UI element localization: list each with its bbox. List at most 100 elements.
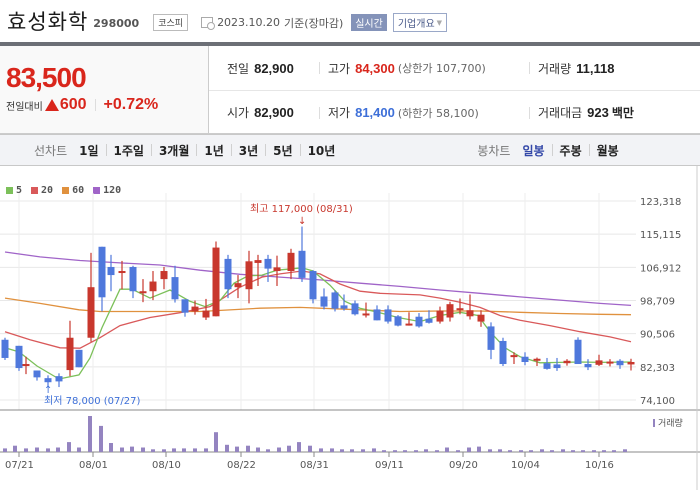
tab-3years[interactable]: 3년 — [238, 143, 259, 158]
volume-bar — [35, 447, 39, 452]
volume-bar — [319, 448, 323, 452]
candle-body — [273, 267, 281, 272]
volume-bar — [77, 447, 81, 452]
candle-body — [129, 266, 137, 292]
change-label: 전일대비 — [6, 101, 43, 113]
volume-bar — [182, 448, 186, 452]
separator — [94, 99, 96, 111]
separator — [196, 144, 198, 156]
candle-body — [171, 277, 179, 300]
volume-bar — [46, 448, 50, 452]
volume-cell: 거래량 11,118 — [529, 61, 614, 76]
price-box: 83,500 전일대비 600 +0.72% — [0, 46, 209, 133]
ma60-line — [4, 297, 632, 316]
volume-bar — [403, 450, 407, 452]
separator — [588, 144, 590, 156]
quote-date: 2023.10.20 — [217, 16, 281, 29]
volume-bar — [592, 450, 596, 452]
separator — [230, 144, 232, 156]
y-tick-label: 98,709 — [640, 297, 675, 308]
volume-bar — [151, 449, 155, 452]
tab-monthly[interactable]: 월봉 — [596, 143, 619, 158]
candle-body — [436, 310, 444, 322]
legend-ma20: 20 — [31, 185, 53, 196]
candle-body — [287, 252, 295, 272]
x-tick-label: 08/22 — [227, 460, 256, 471]
candle-body — [254, 260, 262, 263]
company-overview-dropdown[interactable]: 기업개요 ▼ — [392, 13, 448, 32]
volume-bar — [361, 449, 365, 452]
candle-body — [191, 306, 199, 312]
volume-bar — [612, 450, 616, 452]
change-percent: +0.72% — [103, 96, 159, 113]
line-chart-label: 선차트 — [34, 143, 68, 158]
tab-1year[interactable]: 1년 — [204, 143, 224, 158]
candle-body — [224, 258, 232, 290]
volume-bar — [308, 445, 312, 452]
up-arrow-icon: ↑ — [44, 385, 52, 396]
trade-value: 923 — [587, 105, 609, 120]
y-tick-label: 106,912 — [640, 263, 681, 274]
prev-close-label: 전일 — [227, 61, 250, 76]
candle-body — [340, 305, 348, 309]
candle-body — [351, 303, 359, 315]
candle-body — [55, 376, 63, 382]
volume-bar — [277, 447, 281, 452]
calendar-clock-icon — [201, 17, 216, 30]
volume-bar — [225, 444, 229, 452]
candle-body — [405, 323, 413, 326]
low-value: 81,400 — [355, 105, 395, 120]
candle-body — [384, 309, 392, 322]
legend-ma60: 60 — [62, 185, 84, 196]
x-tick-label: 08/01 — [79, 460, 108, 471]
realtime-button[interactable]: 실시간 — [351, 14, 387, 31]
candle-body — [15, 345, 23, 369]
candle-body — [320, 296, 328, 307]
volume-bar — [550, 450, 554, 452]
candle-body — [616, 360, 624, 366]
candle-body — [44, 378, 52, 383]
tab-daily[interactable]: 일봉 — [522, 143, 545, 158]
x-tick-label: 08/31 — [300, 460, 329, 471]
legend-label: 20 — [41, 185, 54, 196]
candle-body — [66, 337, 74, 371]
volume-bar — [498, 449, 502, 452]
candle-body — [202, 310, 210, 318]
candle-body — [107, 266, 115, 276]
volume-bar — [99, 425, 103, 452]
candle-body — [139, 291, 147, 294]
candle-body — [543, 363, 551, 369]
ma120-line — [4, 251, 632, 307]
tab-weekly[interactable]: 주봉 — [559, 143, 582, 158]
candle-body — [574, 339, 582, 365]
high-value: 84,300 — [355, 60, 395, 76]
volume-bar — [571, 450, 575, 452]
candle-body — [553, 364, 561, 369]
candle-body — [373, 309, 381, 321]
candle-body — [181, 299, 189, 313]
volume-legend-swatch — [653, 419, 655, 427]
volume-bar — [214, 432, 218, 452]
tab-1week[interactable]: 1주일 — [113, 143, 144, 158]
volume-bar — [193, 448, 197, 452]
market-badge: 코스피 — [153, 14, 189, 31]
high-cell: 고가 84,300 (상한가 107,700) — [319, 60, 529, 76]
x-tick-label: 09/20 — [449, 460, 478, 471]
up-triangle-icon — [44, 99, 59, 111]
x-tick-label: 09/11 — [375, 460, 404, 471]
legend-swatch — [93, 187, 101, 194]
legend-swatch — [6, 187, 13, 194]
tab-10years[interactable]: 10년 — [307, 143, 336, 158]
tab-5years[interactable]: 5년 — [273, 143, 293, 158]
volume-bar — [340, 449, 344, 452]
volume-bar — [162, 449, 166, 452]
open-label: 시가 — [227, 106, 250, 120]
separator — [150, 144, 152, 156]
low-cell: 저가 81,400 (하한가 58,100) — [319, 105, 529, 120]
tab-3months[interactable]: 3개월 — [158, 143, 190, 158]
legend-swatch — [31, 187, 39, 194]
trade-value-label: 거래대금 — [538, 106, 583, 120]
volume-bar — [330, 448, 334, 452]
volume-bar — [540, 449, 544, 452]
tab-1day[interactable]: 1일 — [79, 143, 99, 158]
